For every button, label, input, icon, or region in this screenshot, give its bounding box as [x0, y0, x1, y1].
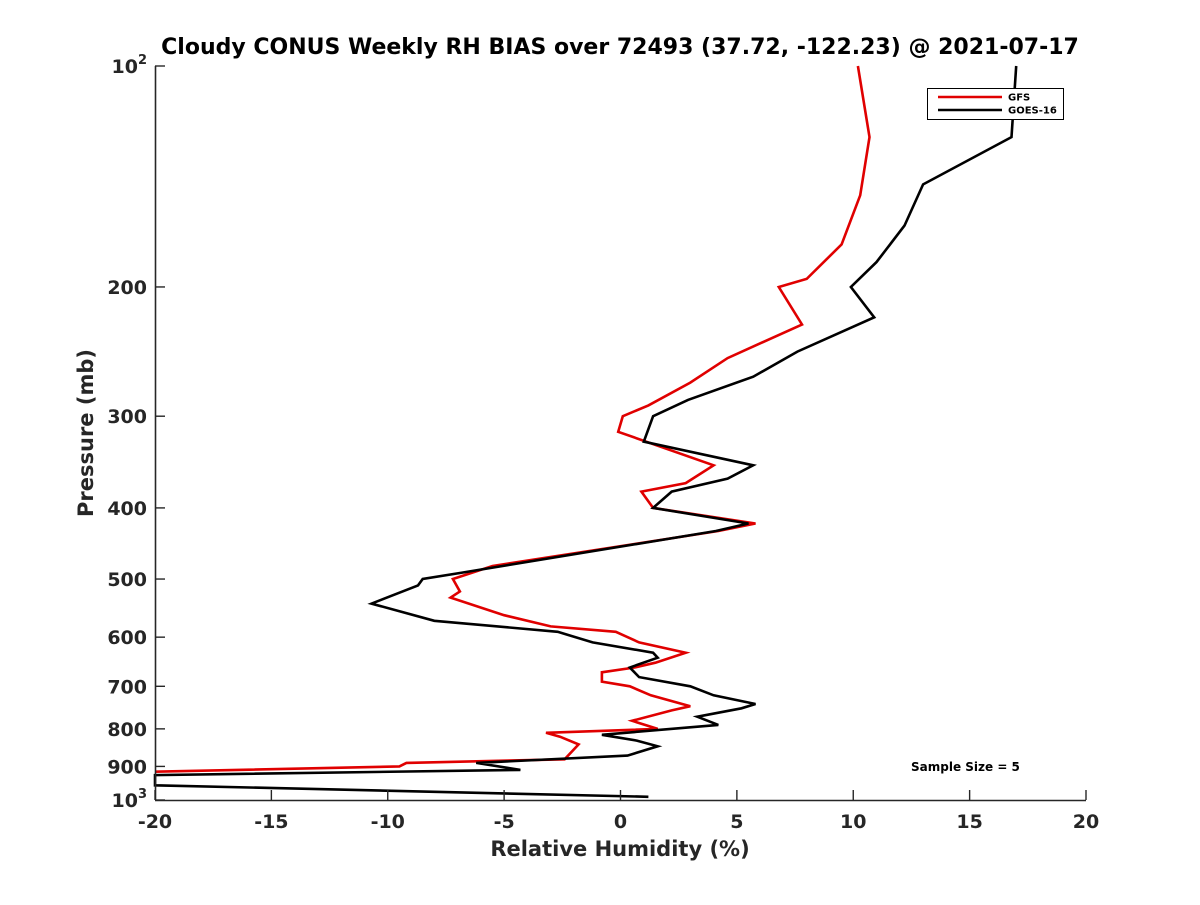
x-tick-label: -15: [254, 811, 288, 833]
x-tick-label: 0: [614, 811, 627, 833]
y-tick-label: 102: [112, 53, 148, 78]
x-tick-label: 15: [956, 811, 982, 833]
sample-size-annotation: Sample Size = 5: [911, 760, 1020, 774]
y-tick-label: 200: [107, 277, 147, 299]
y-tick-label: 800: [107, 719, 147, 741]
y-ticks: 102 200 300 400 500 600 700 800 900 103: [107, 53, 165, 812]
y-tick-label: 900: [107, 756, 147, 778]
y-tick-label: 300: [107, 406, 147, 428]
x-axis-label: Relative Humidity (%): [490, 837, 749, 861]
series-layer: [153, 65, 1018, 799]
series-line-1: [153, 65, 1018, 799]
x-tick-label: 5: [730, 811, 743, 833]
chart-title: Cloudy CONUS Weekly RH BIAS over 72493 (…: [161, 35, 1079, 60]
x-tick-label: -10: [371, 811, 405, 833]
x-tick-label: 10: [840, 811, 866, 833]
y-tick-label: 103: [112, 787, 148, 812]
y-axis-label: Pressure (mb): [74, 349, 98, 517]
y-tick-label: 400: [107, 498, 147, 520]
legend-box: [927, 88, 1064, 120]
legend-label-gfs: GFS: [1008, 93, 1030, 104]
x-tick-label: -20: [138, 811, 172, 833]
x-ticks: -20 -15 -10 -5 0 5 10 15 20: [138, 790, 1099, 833]
legend: GFS GOES-16: [927, 88, 1064, 120]
series-line-0: [154, 65, 871, 773]
plot-area: -20 -15 -10 -5 0 5 10 15 20 102 200 300 400 500 600 70…: [107, 53, 1099, 833]
legend-label-goes16: GOES-16: [1008, 106, 1057, 117]
y-tick-label: 700: [107, 676, 147, 698]
y-tick-label: 600: [107, 627, 147, 649]
x-tick-label: -5: [494, 811, 515, 833]
x-tick-label: 20: [1073, 811, 1099, 833]
y-tick-label: 500: [107, 569, 147, 591]
